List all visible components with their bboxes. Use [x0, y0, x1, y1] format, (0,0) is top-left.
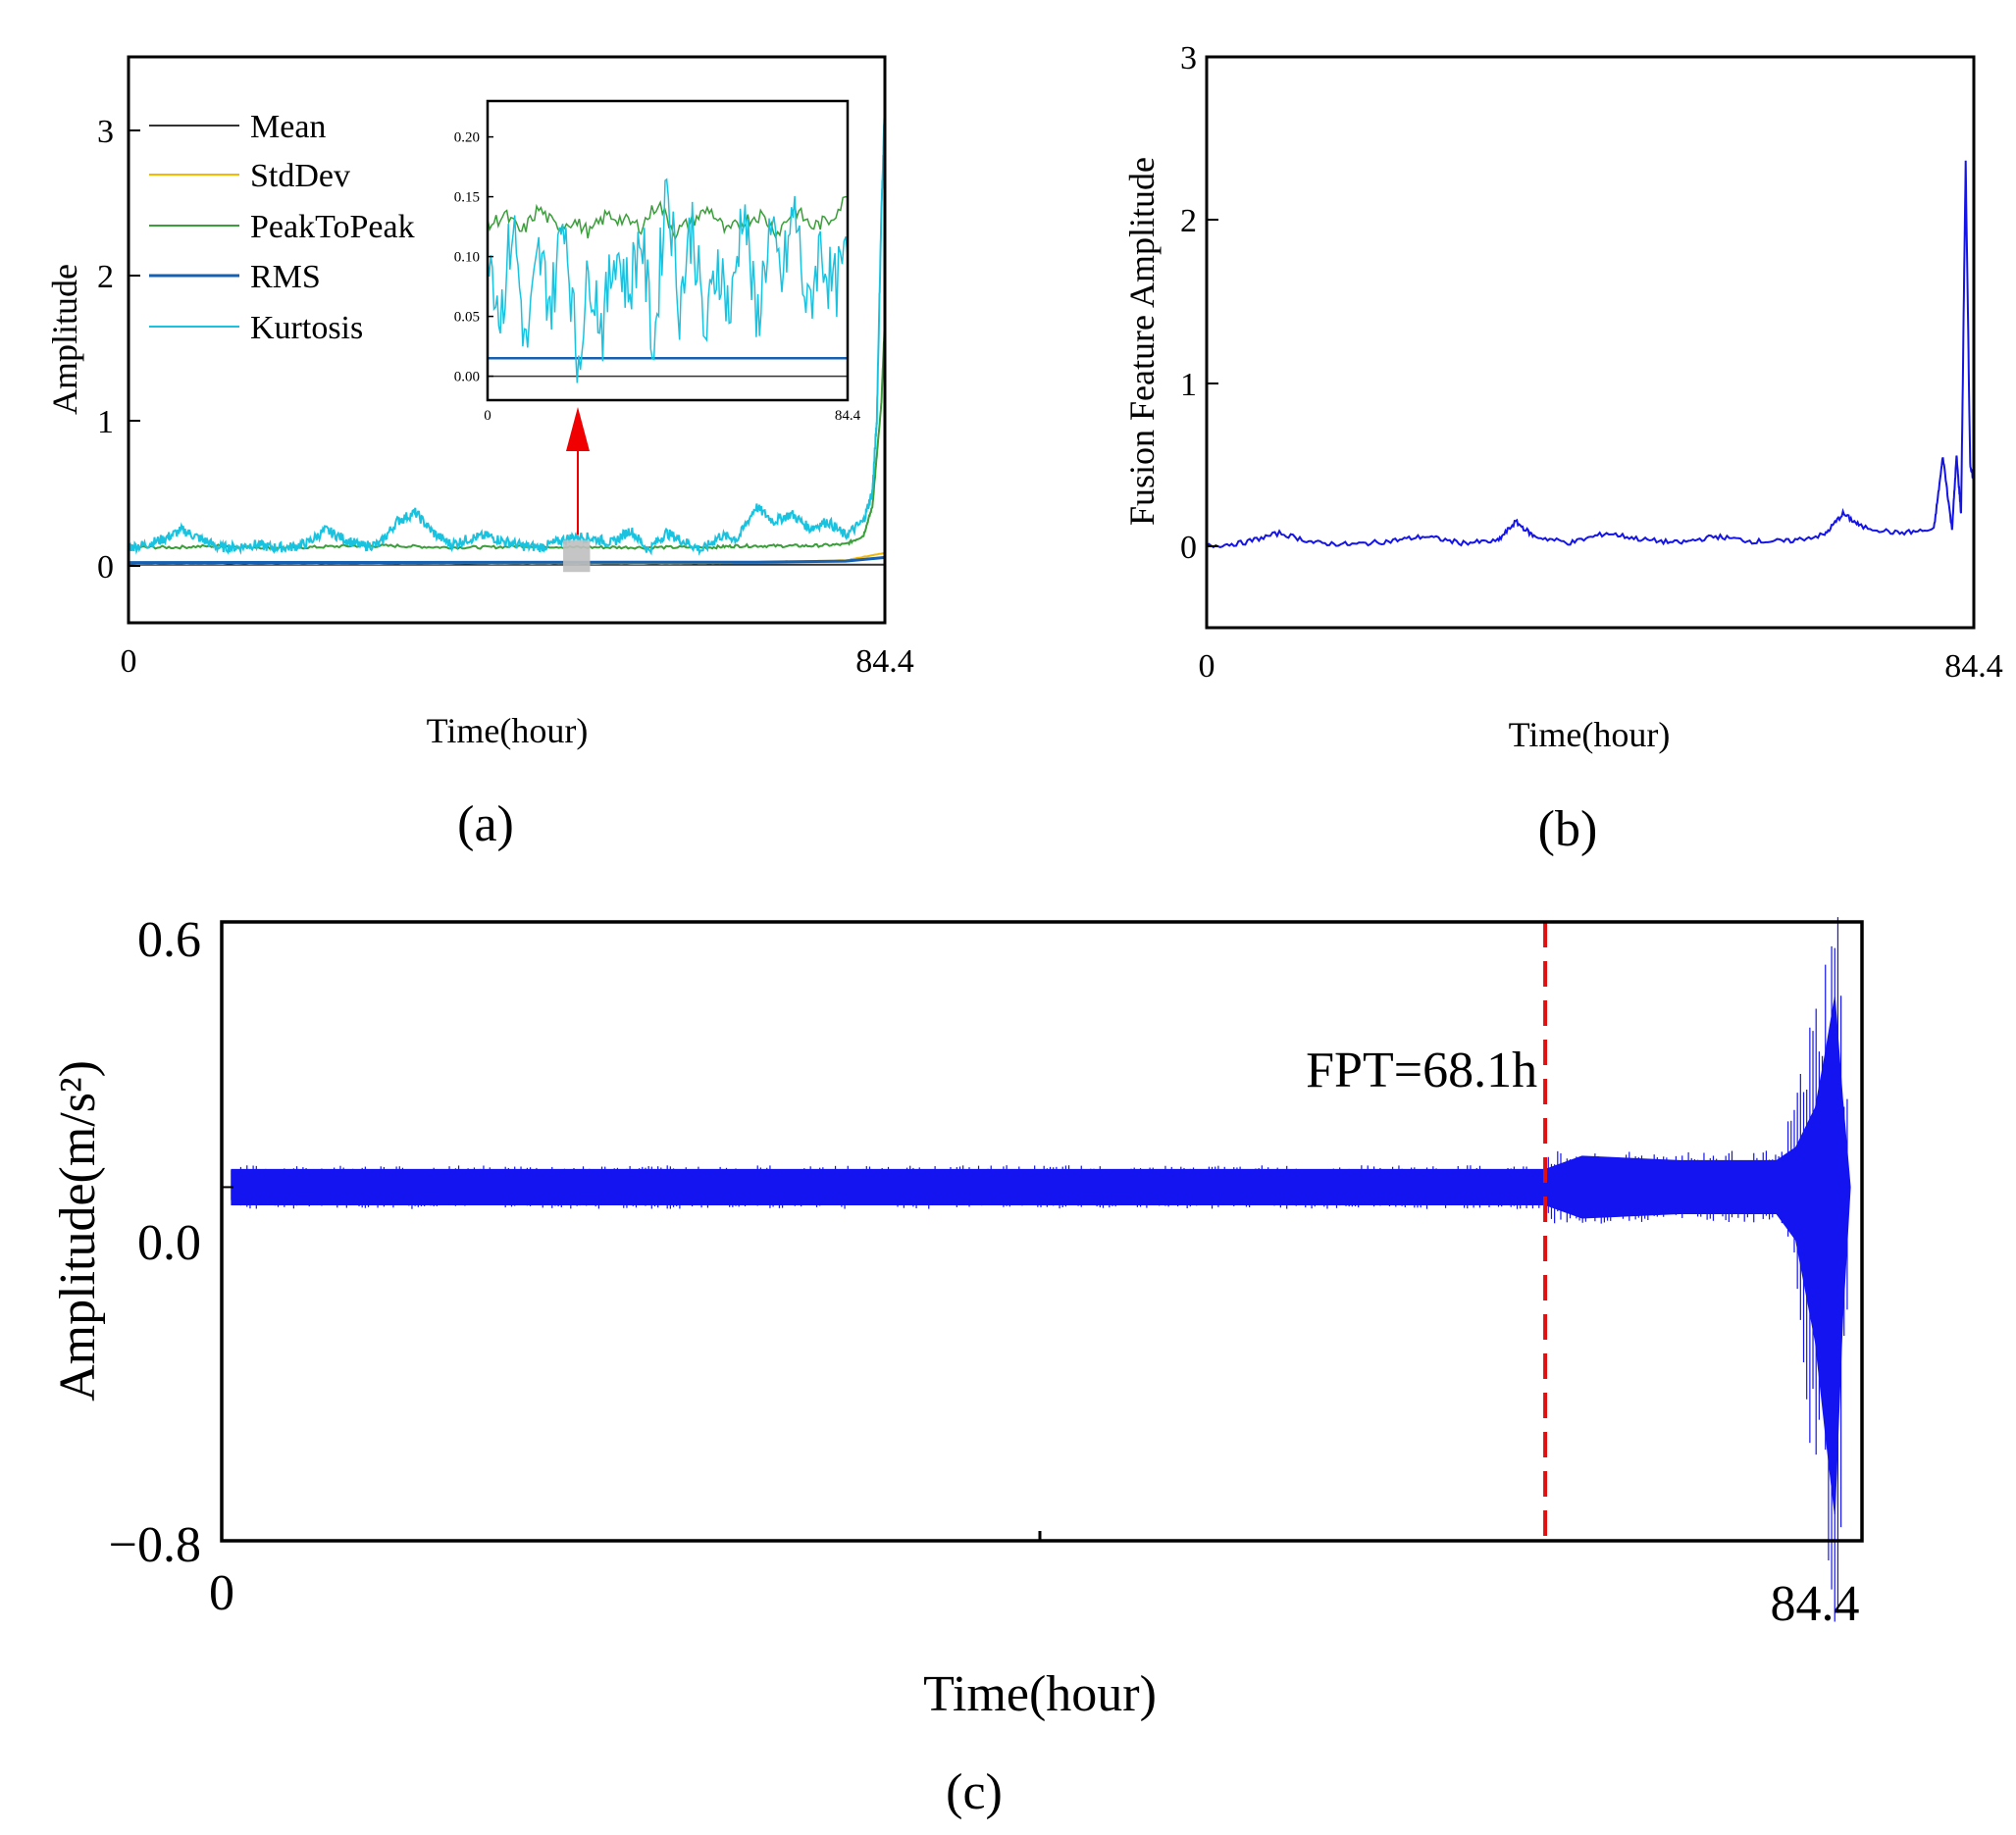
inset-background: [488, 101, 848, 400]
panel-a-ytick-3: 3: [97, 114, 114, 150]
panel-a-series-rms: [128, 555, 886, 565]
zoom-arrow: [566, 407, 590, 535]
inset-ytick-label: 0.10: [454, 250, 480, 266]
panel-b-plot-frame: [1205, 55, 1976, 630]
panel-b-x-axis-label: Time(hour): [1509, 715, 1671, 754]
inset-xtick-start: 0: [484, 408, 491, 424]
legend-label-rms: RMS: [250, 259, 321, 295]
inset-y-ticks: 0.00 0.05 0.10 0.15 0.20: [454, 130, 493, 385]
panel-a-ytick-2: 2: [97, 259, 114, 295]
panel-b-xtick-start: 0: [1199, 648, 1215, 685]
inset-series-kurtosis: [487, 178, 849, 383]
panel-b-caption: (b): [1538, 801, 1598, 857]
inset-ytick-label: 0.00: [454, 370, 480, 385]
panel-a-chart: 0 1 2 3 0 84.4 Time(hour) Amplitude Mean…: [45, 55, 914, 852]
inset-ytick-label: 0.20: [454, 130, 480, 146]
panel-c-chart: FPT=68.1h 0.6 0.0 −0.8 0 84.4 Time(hour)…: [50, 912, 1864, 1820]
panel-c-ytick-bottom: −0.8: [109, 1517, 201, 1573]
panel-c-x-axis-label: Time(hour): [923, 1666, 1157, 1722]
panel-a-zoom-highlight: [563, 539, 591, 573]
inset-series-peaktopeak: [487, 195, 849, 241]
panel-b-ytick-1: 1: [1180, 367, 1197, 403]
panel-b-chart: 0 1 2 3 0 84.4 Time(hour) Fusion Feature…: [1122, 40, 2003, 857]
panel-b-xtick-end: 84.4: [1944, 648, 2003, 685]
panel-c-y-axis-label: Amplitude(m/s²): [50, 1060, 106, 1402]
inset-ytick-label: 0.05: [454, 310, 480, 326]
legend-label-mean: Mean: [250, 109, 326, 145]
legend-label-peaktopeak: PeakToPeak: [250, 209, 415, 245]
panel-a-caption: (a): [457, 796, 514, 852]
panel-b-y-axis-label: Fusion Feature Amplitude: [1122, 157, 1162, 526]
panel-a-xtick-end: 84.4: [855, 643, 914, 680]
panel-a-x-axis-label: Time(hour): [427, 711, 589, 750]
panel-a-y-axis-label: Amplitude: [45, 264, 84, 415]
legend-label-kurtosis: Kurtosis: [250, 310, 363, 346]
panel-a-series-kurtosis: [128, 100, 886, 556]
panel-b-ytick-2: 2: [1180, 203, 1197, 239]
panel-c-ytick-zero: 0.0: [137, 1215, 201, 1271]
panel-a-xtick-start: 0: [121, 643, 137, 680]
panel-b-series: [1206, 160, 1975, 549]
panel-b-ytick-0: 0: [1180, 530, 1197, 566]
panel-a-legend: Mean StdDev PeakToPeak RMS Kurtosis: [149, 109, 415, 346]
panel-a-inset: 0.00 0.05 0.10 0.15 0.20 0 84.4: [454, 99, 861, 424]
panel-c-plot-frame: [220, 920, 1864, 1543]
fpt-annotation: FPT=68.1h: [1306, 1043, 1537, 1098]
panel-a-series: [128, 100, 886, 566]
inset-ytick-label: 0.15: [454, 190, 480, 206]
panel-c-xtick-start: 0: [209, 1565, 234, 1621]
panel-c-signal-spikes: [231, 917, 1848, 1622]
inset-xtick-end: 84.4: [835, 408, 861, 424]
zoom-arrow-head: [566, 407, 590, 451]
panel-a-y-ticks: [129, 129, 140, 567]
panel-b-y-ticks: [1207, 219, 1218, 547]
panel-c-signal-band: [231, 996, 1851, 1515]
panel-a-ytick-1: 1: [97, 404, 114, 440]
panel-a-plot-frame: [127, 55, 887, 625]
panel-c-xtick-end: 84.4: [1771, 1576, 1860, 1632]
legend-label-stddev: StdDev: [250, 158, 350, 194]
panel-c-ytick-top: 0.6: [137, 912, 201, 968]
panel-c-y-ticks: [222, 921, 233, 1542]
panel-a-ytick-0: 0: [97, 549, 114, 586]
panel-b-series-fusion: [1206, 160, 1975, 549]
inset-series: [487, 178, 849, 383]
inset-frame: [486, 99, 850, 402]
panel-b-ytick-3: 3: [1180, 40, 1197, 76]
panel-c-caption: (c): [946, 1764, 1003, 1820]
